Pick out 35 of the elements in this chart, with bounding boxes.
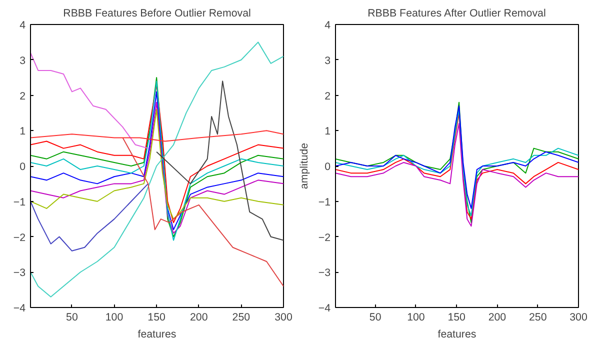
x-tick-label: 200: [488, 312, 506, 324]
y-axis-title: amplitude: [298, 142, 310, 190]
y-tick-label: −3: [13, 267, 26, 280]
y-tick-label: −4: [318, 302, 331, 314]
y-tick-label: −2: [13, 232, 26, 244]
x-axis-title: features: [438, 328, 476, 340]
x-tick-label: 150: [448, 312, 466, 324]
x-tick-label: 300: [274, 312, 292, 324]
x-axis-title: features: [138, 328, 176, 340]
x-tick-label: 100: [105, 312, 124, 324]
y-tick-label: −1: [318, 196, 331, 208]
y-tick-label: 0: [20, 161, 26, 173]
x-tick-label: 50: [66, 312, 78, 324]
chart-title: RBBB Features Before Outlier Removal: [63, 8, 251, 20]
y-tick-label: 1: [324, 126, 331, 138]
y-tick-label: 1: [20, 126, 26, 138]
x-tick-label: 50: [369, 312, 382, 324]
x-tick-label: 250: [232, 312, 250, 324]
y-tick-label: −2: [318, 232, 331, 244]
y-tick-label: 4: [324, 20, 331, 32]
y-tick-label: −1: [13, 196, 26, 208]
y-tick-label: 3: [20, 54, 26, 67]
y-tick-label: −3: [318, 267, 331, 280]
x-tick-label: 200: [190, 312, 208, 324]
x-tick-label: 300: [570, 312, 588, 324]
y-tick-label: −4: [13, 302, 26, 314]
y-tick-label: 4: [20, 20, 26, 32]
y-tick-label: 2: [20, 90, 26, 102]
y-tick-label: 3: [324, 54, 331, 67]
x-tick-label: 100: [407, 312, 425, 324]
y-tick-label: 2: [324, 90, 331, 102]
x-tick-label: 250: [528, 312, 547, 324]
y-tick-label: 0: [324, 161, 331, 173]
chart-title: RBBB Features After Outlier Removal: [368, 8, 546, 20]
x-tick-label: 150: [148, 312, 166, 324]
